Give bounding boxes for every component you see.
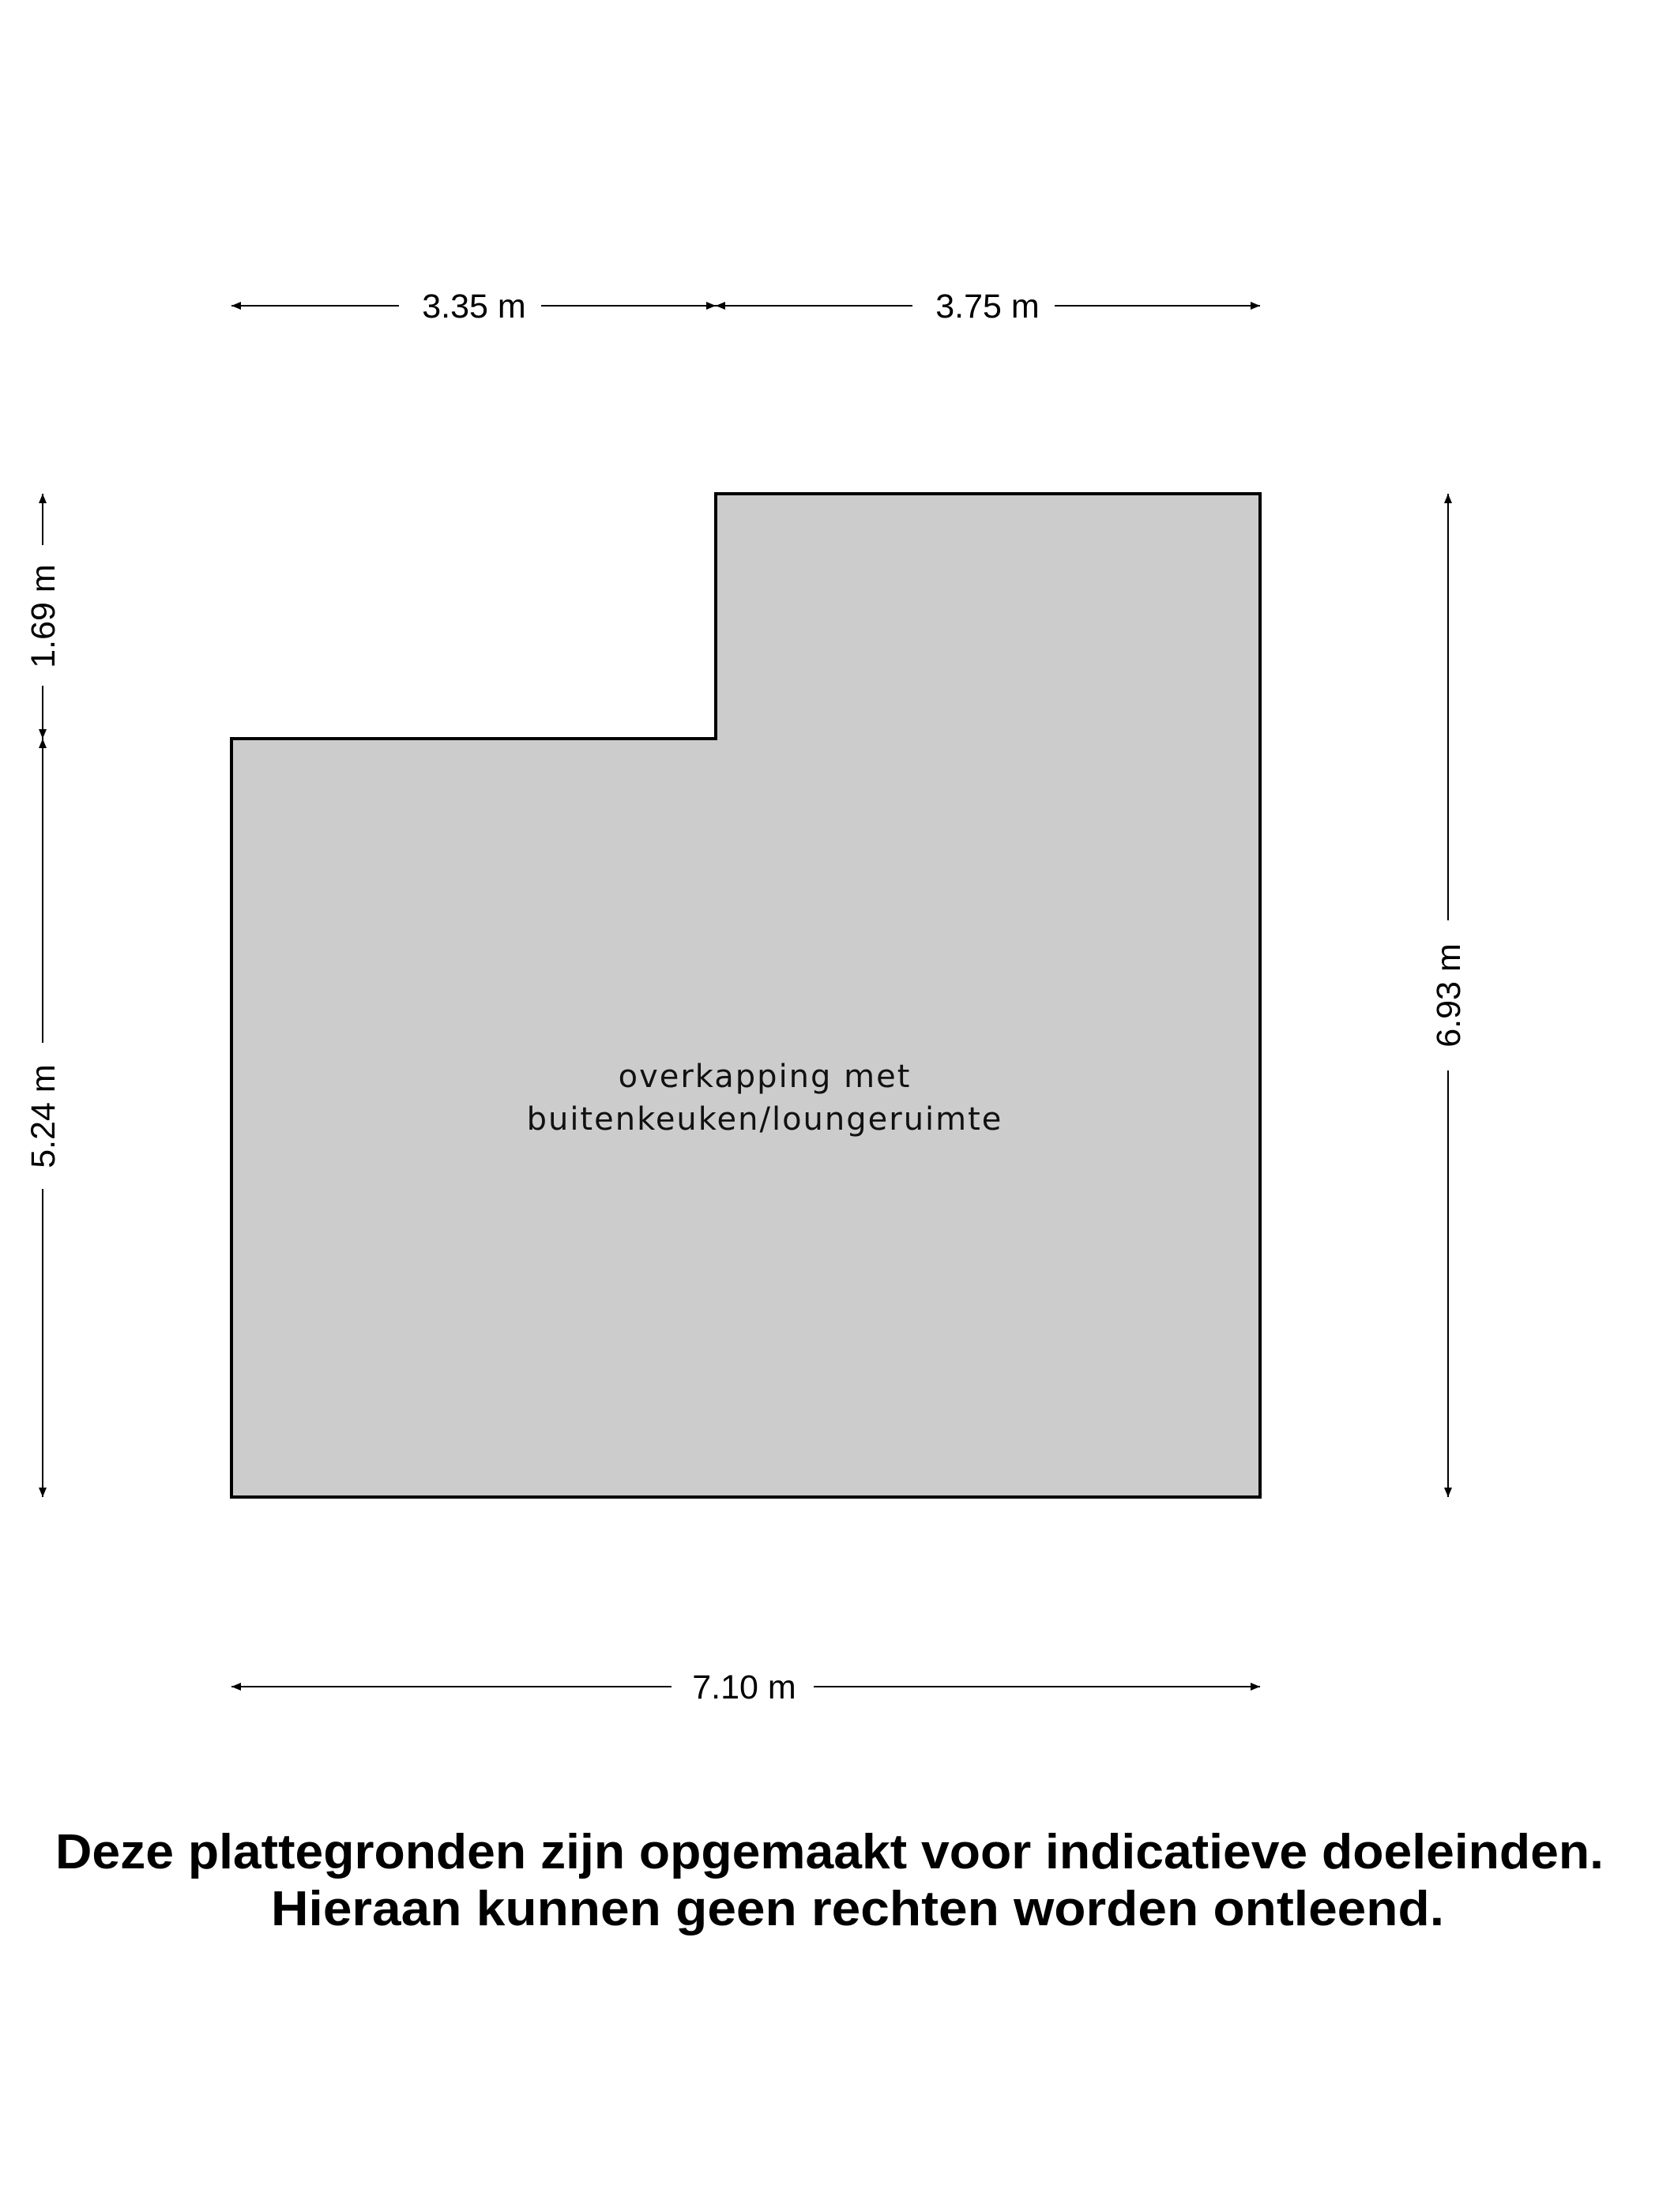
disclaimer-line2: Hieraan kunnen geen rechten worden ontle…: [271, 1882, 1444, 1936]
dimension-label: 5.24 m: [24, 1064, 62, 1168]
dimension-label: 3.75 m: [935, 288, 1039, 325]
dimension-right: 6.93 m: [1430, 494, 1468, 1497]
dimension-bottom: 7.10 m: [231, 1668, 1260, 1706]
dimension-top-right: 3.75 m: [716, 288, 1260, 325]
dimension-left-top: 1.69 m: [24, 494, 62, 739]
disclaimer-line1: Deze plattegronden zijn opgemaakt voor i…: [55, 1825, 1604, 1879]
dimension-label: 1.69 m: [24, 564, 62, 668]
dimension-label: 7.10 m: [692, 1668, 796, 1706]
dimension-label: 6.93 m: [1430, 943, 1468, 1047]
room-outline: [230, 492, 1262, 1499]
dimension-top-left: 3.35 m: [231, 288, 716, 325]
dimension-left-bottom: 5.24 m: [24, 739, 62, 1497]
room-label-line1: overkapping met: [619, 1059, 912, 1095]
dimension-label: 3.35 m: [422, 288, 525, 325]
room-label-line2: buitenkeuken/loungeruimte: [527, 1101, 1003, 1138]
